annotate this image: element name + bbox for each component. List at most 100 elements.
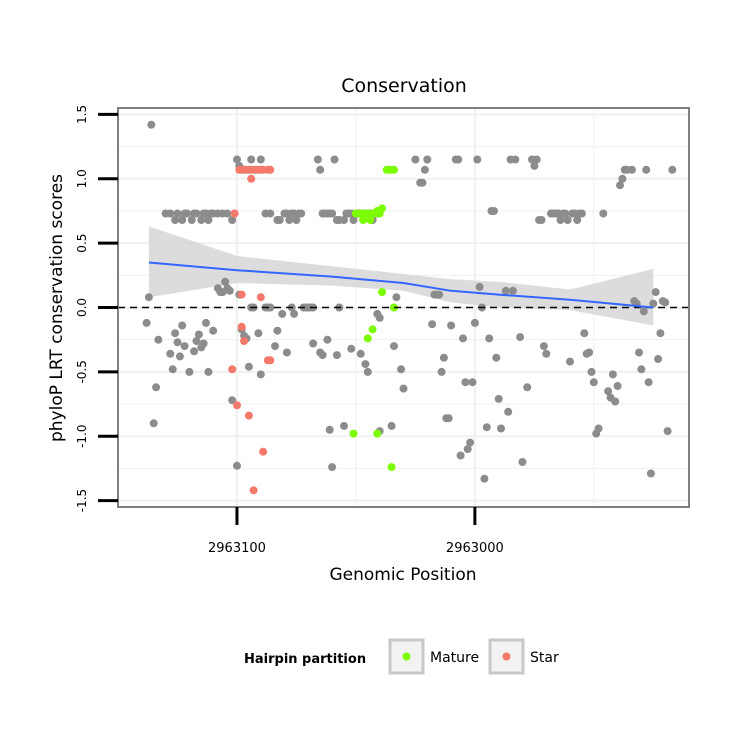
point-mature: [378, 288, 387, 297]
point-other: [599, 209, 608, 218]
point-other: [349, 216, 358, 224]
point-other: [149, 419, 158, 428]
point-other: [646, 469, 655, 478]
point-other: [328, 209, 337, 218]
point-other: [197, 216, 206, 224]
point-other: [233, 155, 241, 164]
point-other: [187, 216, 196, 224]
point-other: [180, 342, 189, 351]
point-star: [237, 322, 246, 331]
point-other: [297, 209, 306, 218]
point-other: [244, 362, 253, 371]
y-tick-label: 0.5: [75, 234, 89, 253]
point-other: [661, 298, 670, 307]
chart-title: Conservation: [341, 75, 467, 97]
point-mature: [378, 204, 387, 213]
point-other: [428, 320, 437, 329]
point-other: [166, 209, 175, 218]
point-other: [566, 357, 574, 366]
point-other: [256, 155, 265, 164]
point-other: [328, 463, 337, 472]
point-other: [494, 394, 503, 403]
point-other: [266, 303, 275, 312]
point-other: [420, 165, 429, 174]
point-other: [644, 378, 653, 387]
point-other: [173, 338, 182, 347]
point-other: [649, 299, 658, 308]
point-other: [497, 424, 505, 433]
point-other: [444, 414, 453, 423]
y-tick-label: 1.0: [75, 169, 89, 188]
point-other: [390, 342, 398, 351]
point-other: [447, 321, 456, 330]
point-other: [611, 397, 620, 406]
point-other: [144, 293, 153, 302]
point-other: [539, 342, 548, 351]
point-other: [347, 344, 356, 353]
point-star: [266, 356, 275, 365]
point-mature: [373, 429, 382, 438]
point-other: [340, 421, 348, 430]
point-other: [397, 365, 406, 374]
point-star: [249, 486, 258, 495]
point-other: [635, 348, 643, 357]
point-other: [573, 216, 582, 224]
legend-label-mature: Mature: [430, 650, 479, 666]
point-other: [411, 155, 420, 164]
point-other: [492, 353, 501, 362]
point-other: [166, 349, 175, 358]
point-other: [668, 165, 677, 174]
point-other: [221, 277, 230, 286]
point-other: [542, 349, 551, 358]
point-other: [225, 286, 234, 295]
point-other: [511, 155, 520, 164]
point-other: [501, 286, 510, 295]
point-other: [228, 216, 237, 224]
point-other: [256, 370, 265, 379]
point-star: [259, 447, 268, 456]
smooth-line: [148, 261, 654, 309]
point-other: [423, 155, 432, 164]
point-other: [275, 216, 284, 224]
point-mature: [349, 429, 358, 438]
point-other: [418, 178, 427, 187]
point-other: [530, 161, 539, 170]
point-other: [316, 165, 325, 174]
point-other: [387, 421, 396, 430]
point-other: [518, 458, 527, 466]
point-other: [589, 378, 598, 387]
point-other: [340, 216, 348, 224]
point-other: [399, 384, 408, 393]
point-other: [254, 329, 263, 338]
point-other: [466, 438, 475, 447]
x-tick-label: 2963100: [208, 541, 266, 556]
point-other: [323, 335, 332, 344]
point-other: [285, 216, 294, 224]
point-star: [266, 165, 275, 174]
point-other: [194, 330, 203, 339]
confidence-ribbon-layer: [148, 226, 654, 326]
point-other: [202, 318, 210, 327]
point-other: [616, 181, 624, 190]
point-other: [175, 352, 184, 361]
point-mature: [368, 325, 377, 334]
point-other: [318, 351, 327, 360]
point-other: [228, 396, 237, 405]
point-other: [147, 120, 156, 129]
x-axis: 2963100 2963000: [208, 507, 504, 556]
y-tick-label: -1.0: [75, 424, 89, 447]
point-other: [439, 353, 448, 362]
point-other: [199, 339, 208, 348]
point-other: [173, 209, 182, 218]
point-other: [192, 209, 201, 218]
point-other: [585, 348, 594, 357]
point-other: [456, 451, 465, 460]
point-other: [278, 309, 287, 318]
point-star: [240, 337, 249, 345]
point-other: [654, 355, 663, 363]
point-other: [292, 216, 301, 224]
point-other: [178, 321, 187, 330]
point-star: [228, 365, 237, 374]
point-other: [523, 383, 532, 392]
